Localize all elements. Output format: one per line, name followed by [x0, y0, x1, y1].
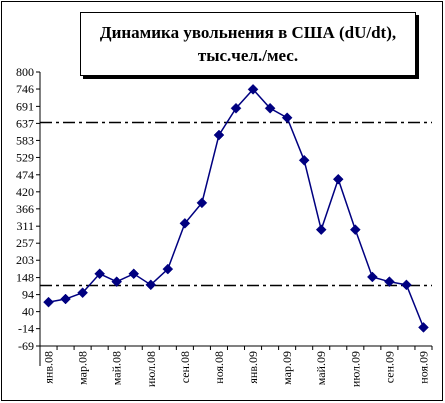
chart-title: Динамика увольнения в США (dU/dt), [99, 23, 397, 42]
data-point [128, 268, 140, 280]
y-tick-label: 257 [16, 236, 34, 250]
data-point [349, 224, 361, 236]
series-line [48, 88, 425, 328]
data-point [179, 217, 191, 229]
data-point [264, 102, 276, 114]
y-tick-label: 94 [22, 288, 34, 302]
data-point [298, 154, 310, 166]
x-tick-label: сен.08 [178, 351, 192, 383]
y-tick-label: 420 [16, 185, 34, 199]
y-tick-label: 40 [22, 305, 34, 319]
y-tick-label: 311 [16, 219, 34, 233]
x-tick-label: мар.09 [280, 351, 294, 385]
data-point [162, 263, 174, 275]
data-point [43, 296, 54, 308]
data-point [145, 279, 157, 291]
x-tick-label: янв.09 [246, 351, 260, 384]
y-tick-label: 746 [16, 82, 34, 96]
x-tick-label: май.08 [110, 351, 124, 385]
y-tick-label: 637 [16, 116, 34, 130]
x-tick-label: июл.09 [348, 351, 362, 387]
y-tick-label: 529 [16, 150, 34, 164]
x-tick-label: июл.08 [144, 351, 158, 387]
data-point [111, 276, 123, 288]
x-tick-label: май.09 [314, 351, 328, 385]
data-point [401, 279, 412, 291]
x-tick-label: сен.09 [382, 351, 396, 383]
y-tick-label: 800 [16, 65, 34, 79]
y-tick-label: 474 [16, 168, 34, 182]
x-tick-label: ноя.08 [212, 351, 226, 384]
data-point [315, 224, 327, 236]
y-tick-label: 691 [16, 99, 34, 113]
data-point [196, 197, 208, 209]
y-tick-label: 583 [16, 133, 34, 147]
data-point [213, 129, 225, 141]
x-tick-label: мар.08 [76, 351, 90, 385]
data-point [60, 293, 71, 305]
chart-subtitle: тыс.чел./мес. [197, 46, 299, 65]
data-point [366, 271, 378, 283]
data-point [94, 268, 106, 280]
data-point [230, 102, 242, 114]
data-point [384, 276, 395, 288]
y-tick-label: -14 [18, 322, 34, 336]
y-tick-label: 148 [16, 271, 34, 285]
y-tick-label: 366 [16, 202, 34, 216]
data-point [281, 112, 293, 124]
data-point [77, 287, 88, 299]
x-tick-label: янв.08 [42, 351, 56, 384]
x-tick-label: ноя.09 [416, 351, 430, 384]
data-point [332, 173, 344, 185]
y-tick-label: -69 [18, 339, 34, 353]
data-point [418, 322, 429, 333]
data-point [247, 83, 259, 95]
y-tick-label: 203 [16, 253, 34, 267]
chart-title-box: Динамика увольнения в США (dU/dt), тыс.ч… [80, 12, 416, 76]
